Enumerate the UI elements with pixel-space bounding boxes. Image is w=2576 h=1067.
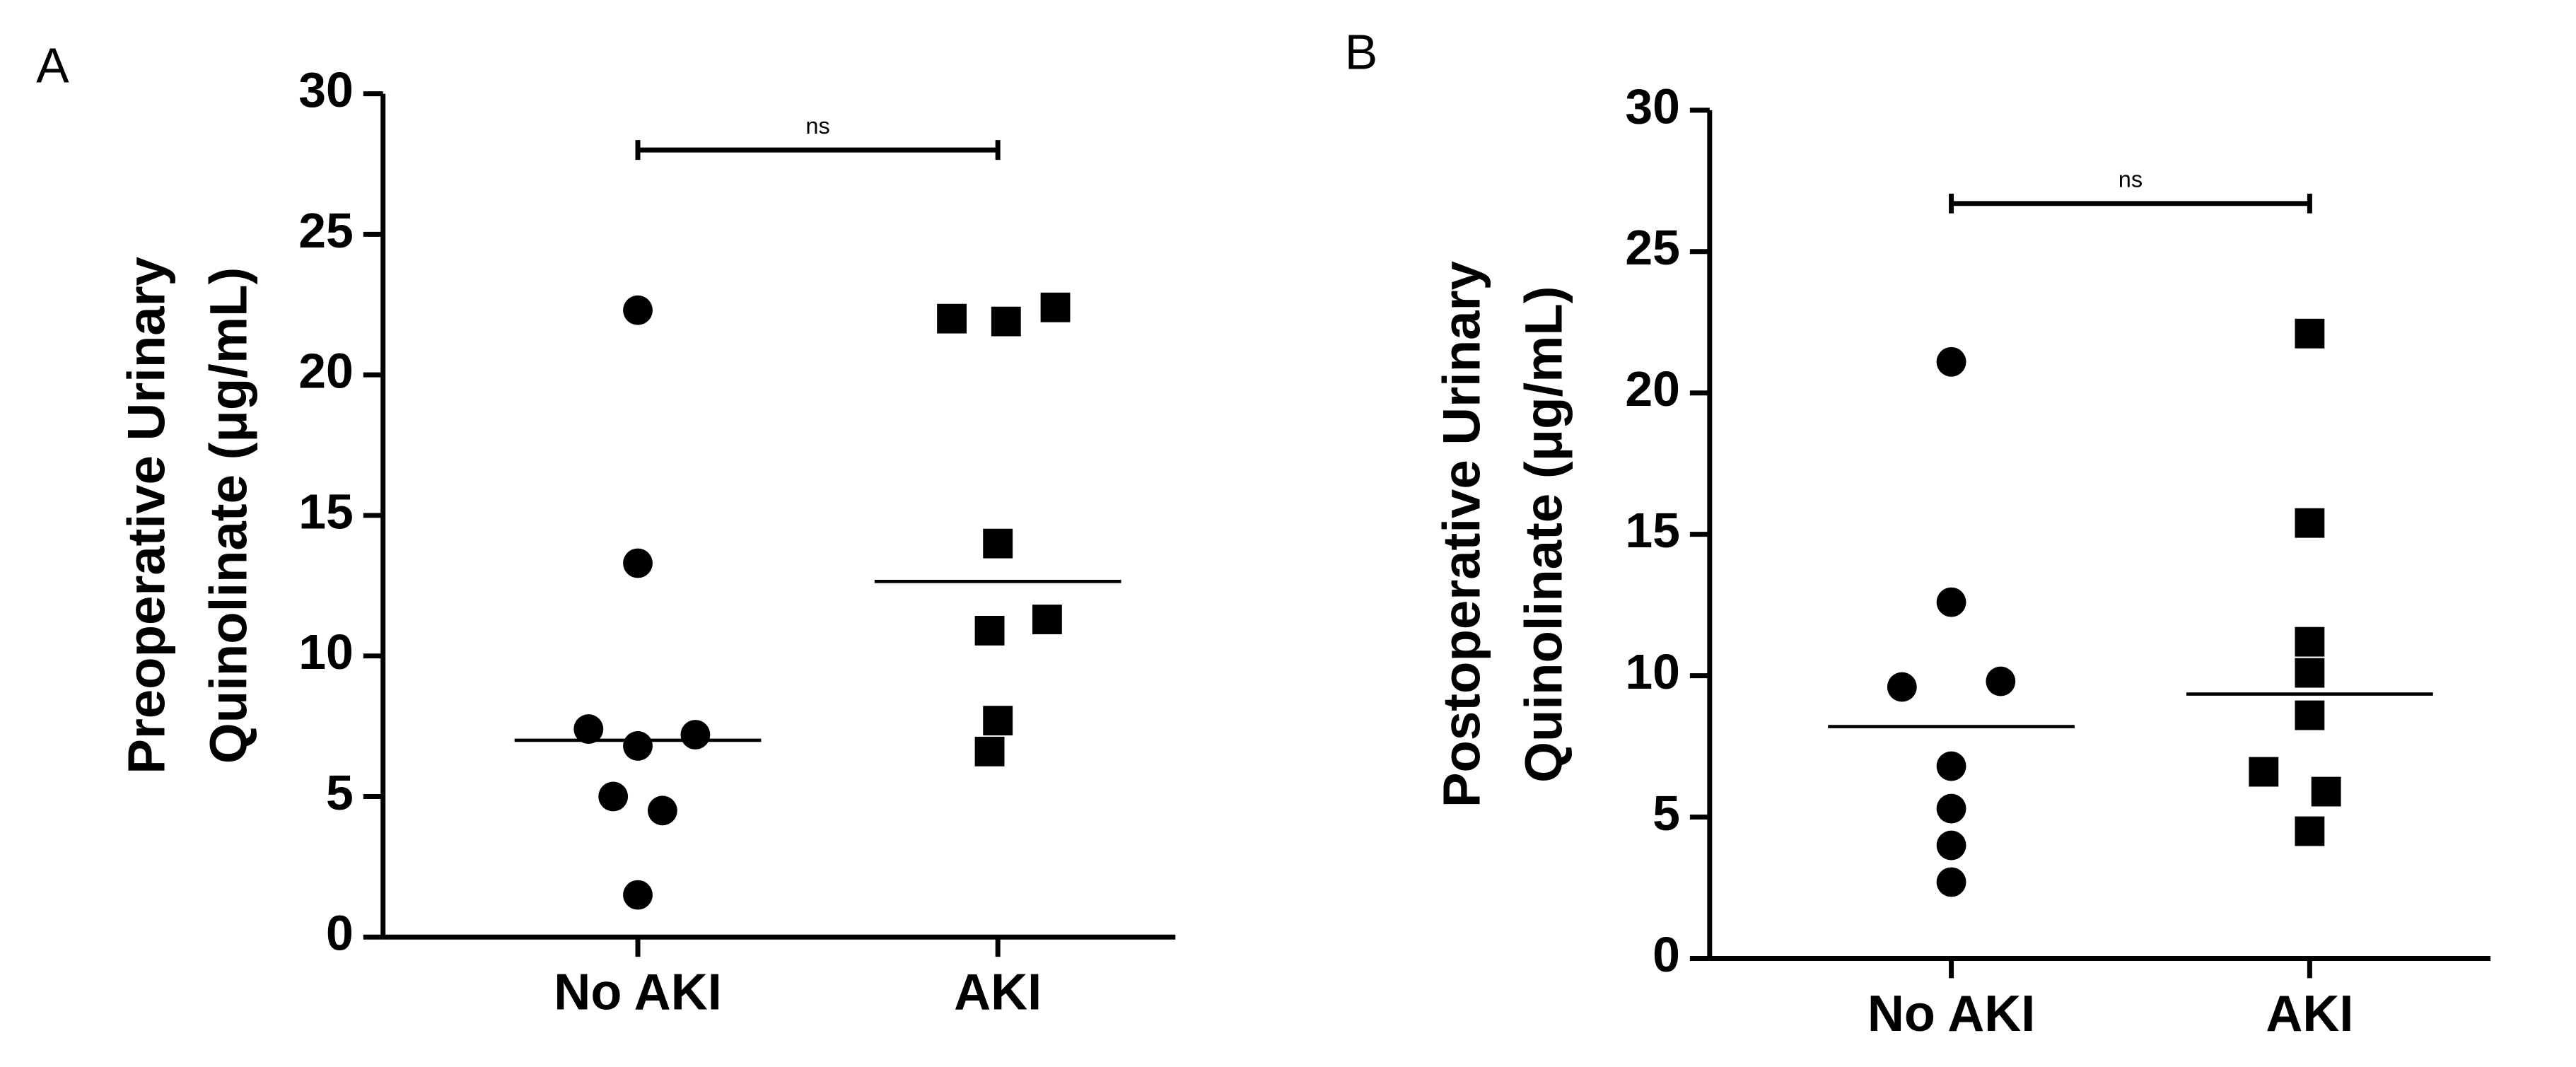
point xyxy=(1936,587,1966,617)
y-tick-label: 10 xyxy=(298,624,354,680)
point xyxy=(1040,292,1071,322)
point xyxy=(983,528,1013,559)
y-tick-label: 25 xyxy=(1625,220,1680,275)
y-tick-label: 5 xyxy=(1653,786,1680,841)
point xyxy=(1936,346,1966,377)
point xyxy=(623,548,653,578)
x-tick-label: No AKI xyxy=(554,964,721,1021)
point xyxy=(598,781,629,812)
y-tick-label: 30 xyxy=(1625,78,1680,134)
x-tick-label: AKI xyxy=(2266,986,2353,1042)
y-tick-label: 25 xyxy=(298,203,354,258)
point xyxy=(1936,793,1966,824)
point xyxy=(1936,830,1966,861)
point xyxy=(623,295,653,325)
y-tick-label: 10 xyxy=(1625,644,1680,699)
point xyxy=(2249,757,2279,787)
significance-bracket xyxy=(1949,193,2312,214)
y-tick-label: 0 xyxy=(1653,927,1680,982)
x-tick-label: AKI xyxy=(954,964,1042,1021)
point xyxy=(1887,672,1917,702)
point xyxy=(2295,626,2325,657)
point xyxy=(1936,751,1966,781)
significance-label: ns xyxy=(2119,167,2143,192)
y-axis-title: Postoperative Urinary xyxy=(1432,261,1491,807)
point xyxy=(1936,867,1966,897)
point xyxy=(573,714,604,744)
point xyxy=(680,720,711,750)
panel-label: B xyxy=(1345,25,1378,80)
x-tick-label: No AKI xyxy=(1867,986,2035,1042)
point xyxy=(974,736,1005,766)
y-tick-label: 15 xyxy=(298,484,354,539)
point xyxy=(974,615,1005,646)
y-tick-label: 20 xyxy=(298,344,354,399)
y-axis-title: Quinolinate (μg/mL) xyxy=(199,267,258,764)
y-tick-label: 20 xyxy=(1625,361,1680,416)
y-tick-label: 0 xyxy=(326,906,354,961)
point xyxy=(937,303,967,334)
point xyxy=(1986,666,2016,696)
significance-bracket xyxy=(635,140,1001,161)
point xyxy=(647,795,677,826)
y-axis-title: Quinolinate (μg/mL) xyxy=(1515,286,1573,782)
significance-label: ns xyxy=(805,113,829,139)
y-tick-label: 30 xyxy=(298,62,354,117)
point xyxy=(983,706,1013,736)
point xyxy=(2311,776,2341,807)
point xyxy=(623,730,653,761)
y-tick-label: 15 xyxy=(1625,503,1680,558)
point xyxy=(2295,816,2325,846)
point xyxy=(2295,508,2325,538)
point xyxy=(2295,318,2325,349)
point xyxy=(2295,700,2325,730)
point xyxy=(991,306,1021,337)
y-tick-label: 5 xyxy=(326,765,354,820)
panel-label: A xyxy=(36,37,69,93)
point xyxy=(1032,605,1062,634)
point xyxy=(2295,658,2325,688)
point xyxy=(623,880,653,910)
y-axis-title: Preoperative Urinary xyxy=(117,257,175,774)
